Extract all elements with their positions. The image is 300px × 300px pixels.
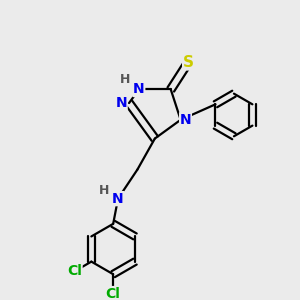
Text: H: H <box>120 73 130 86</box>
Text: N: N <box>116 96 127 110</box>
Text: N: N <box>133 82 145 97</box>
Text: N: N <box>180 113 191 127</box>
Text: Cl: Cl <box>67 264 82 278</box>
Text: H: H <box>99 184 110 197</box>
Text: Cl: Cl <box>106 286 121 300</box>
Text: S: S <box>183 55 194 70</box>
Text: N: N <box>112 192 124 206</box>
